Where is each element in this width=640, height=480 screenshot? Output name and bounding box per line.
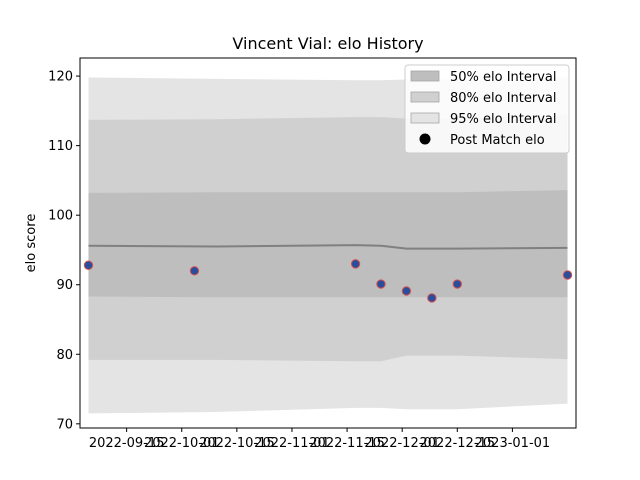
x-tick-label: 2022-12-15: [420, 436, 496, 451]
post-match-point: [350, 259, 361, 269]
y-axis-label: elo score: [24, 214, 39, 273]
legend-entry: Post Match elo: [450, 133, 545, 148]
post-match-point: [562, 270, 573, 280]
y-tick-label: 70: [56, 417, 73, 432]
mean-elo-line: [88, 244, 568, 250]
x-tick-label: 2022-10-15: [199, 436, 275, 451]
x-tick-label: 2022-11-01: [254, 436, 330, 451]
y-tick-label: 110: [48, 139, 73, 154]
plot-frame: [79, 57, 577, 429]
x-tick-label: 2022-10-01: [144, 436, 220, 451]
legend-entry: 95% elo Interval: [450, 112, 557, 127]
y-tick-label: 90: [56, 278, 73, 293]
x-tick-label: 2023-01-01: [475, 436, 551, 451]
axes: 7080901001101202022-09-152022-10-012022-…: [48, 57, 577, 451]
legend: 50% elo Interval 80% elo Interval 95% elo …: [404, 64, 570, 154]
legend-swatch: [410, 112, 440, 124]
plot-area: [83, 77, 573, 414]
x-tick-label: 2022-09-15: [89, 436, 165, 451]
post-match-point: [452, 279, 462, 289]
post-match-point: [189, 266, 200, 276]
post-match-point: [401, 286, 412, 296]
legend-swatch: [410, 91, 440, 103]
band-50pct: [88, 190, 568, 298]
legend-swatch: [410, 70, 440, 82]
x-tick-label: 2022-12-01: [364, 436, 440, 451]
y-tick-label: 120: [48, 70, 73, 85]
legend-marker: [419, 133, 431, 145]
legend-entry: 80% elo Interval: [450, 91, 557, 106]
x-tick-label: 2022-11-15: [309, 436, 385, 451]
post-match-point: [376, 279, 386, 289]
chart-title: Vincent Vial: elo History: [232, 34, 423, 53]
post-match-point: [83, 260, 94, 270]
legend-box: [404, 64, 570, 154]
y-tick-label: 80: [56, 348, 73, 363]
y-tick-label: 100: [48, 209, 73, 224]
legend-entry: 50% elo Interval: [450, 70, 557, 85]
post-match-point: [427, 293, 437, 303]
